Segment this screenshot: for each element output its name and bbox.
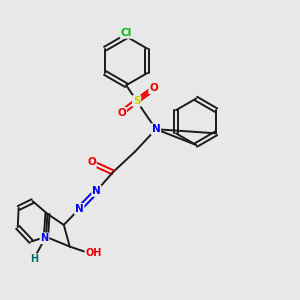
Text: H: H (30, 254, 38, 264)
Text: O: O (87, 158, 96, 167)
Text: N: N (152, 124, 160, 134)
Text: Cl: Cl (121, 28, 132, 38)
Text: N: N (92, 186, 101, 196)
Text: O: O (149, 83, 158, 93)
Text: N: N (40, 233, 49, 243)
Text: O: O (117, 108, 126, 118)
Text: OH: OH (85, 248, 102, 258)
Text: S: S (133, 96, 140, 106)
Text: N: N (75, 204, 84, 214)
